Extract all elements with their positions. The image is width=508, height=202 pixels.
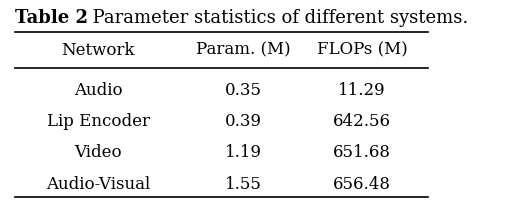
Text: Network: Network: [61, 42, 135, 59]
Text: 651.68: 651.68: [333, 144, 391, 161]
Text: Audio-Visual: Audio-Visual: [46, 176, 150, 193]
Text: 0.35: 0.35: [225, 82, 262, 99]
Text: 656.48: 656.48: [333, 176, 391, 193]
Text: 1.19: 1.19: [225, 144, 262, 161]
Text: 1.55: 1.55: [225, 176, 262, 193]
Text: 642.56: 642.56: [333, 113, 391, 130]
Text: 11.29: 11.29: [338, 82, 386, 99]
Text: Audio: Audio: [74, 82, 122, 99]
Text: Lip Encoder: Lip Encoder: [47, 113, 150, 130]
Text: . Parameter statistics of different systems.: . Parameter statistics of different syst…: [81, 9, 469, 27]
Text: Param. (M): Param. (M): [196, 42, 291, 59]
Text: FLOPs (M): FLOPs (M): [317, 42, 407, 59]
Text: Table 2: Table 2: [15, 9, 87, 27]
Text: Video: Video: [74, 144, 122, 161]
Text: 0.39: 0.39: [225, 113, 262, 130]
